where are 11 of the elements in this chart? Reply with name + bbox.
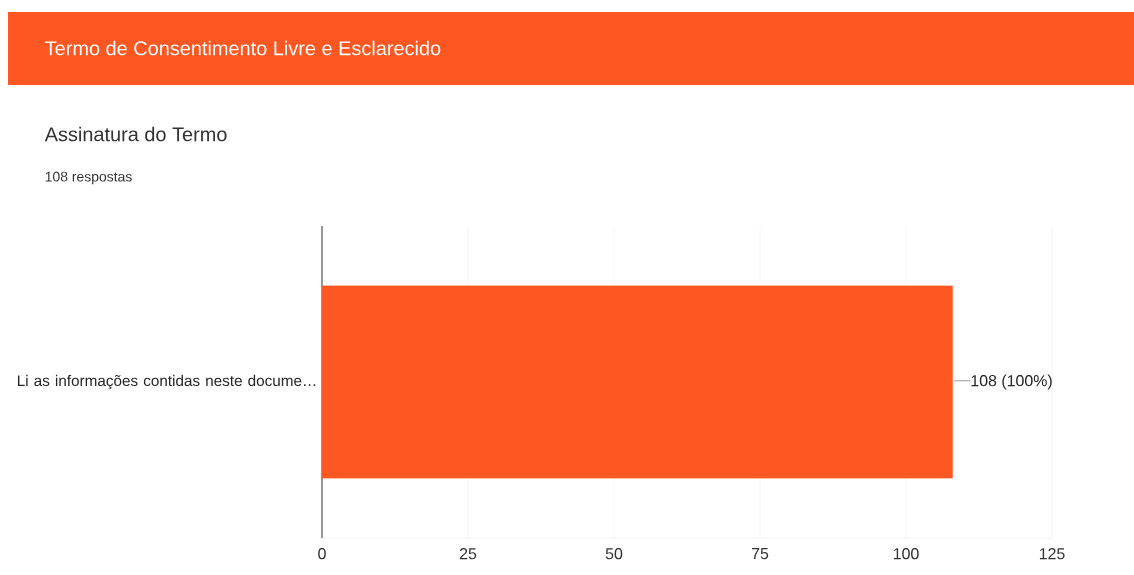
x-tick-label: 25 [459, 548, 477, 560]
x-tick-label: 75 [751, 548, 769, 560]
x-tick-label: 50 [605, 548, 623, 560]
y-tick-label: Li as informações contidas neste docume… [17, 374, 316, 390]
x-tick-label: 100 [893, 548, 919, 560]
chart-title: Termo de Consentimento Livre e Esclarecido [45, 40, 441, 56]
text: Assinatura do Termo [44, 126, 227, 142]
data-label: 108 (100%) [971, 374, 1052, 390]
text: 108 respostas [45, 171, 132, 185]
x-tick-label: 0 [318, 548, 326, 560]
x-tick-label: 125 [1039, 548, 1065, 560]
